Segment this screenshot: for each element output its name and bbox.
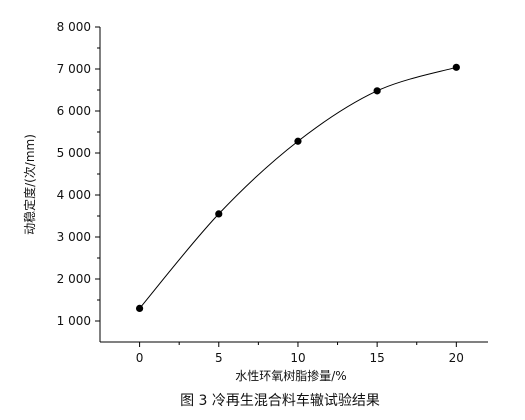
- x-axis-title: 水性环氧树脂掺量/%: [235, 368, 346, 383]
- data-point: [215, 210, 223, 218]
- y-tick-label: 2 000: [57, 272, 91, 286]
- x-tick-label: 15: [370, 351, 385, 365]
- y-tick-label: 4 000: [57, 188, 91, 202]
- axes-group: [99, 27, 488, 343]
- x-tick-label: 0: [136, 351, 144, 365]
- y-tick-label: 8 000: [57, 20, 91, 34]
- data-point: [452, 63, 460, 71]
- y-tick-label: 7 000: [57, 62, 91, 76]
- data-point: [135, 304, 144, 312]
- series-group: [135, 63, 460, 312]
- data-point: [373, 87, 381, 95]
- y-tick-label: 3 000: [57, 230, 91, 244]
- figure-caption: 图 3 冷再生混合料车辙试验结果: [180, 392, 380, 409]
- x-tick-label: 20: [449, 351, 464, 365]
- y-axis-title: 动稳定度/(次/mm): [22, 134, 37, 235]
- y-tick-label: 6 000: [57, 104, 91, 118]
- x-tick-label: 10: [290, 351, 305, 365]
- data-point: [294, 137, 302, 145]
- y-tick-label: 5 000: [57, 146, 91, 160]
- x-tick-label: 5: [215, 351, 223, 365]
- y-tick-label: 1 000: [57, 314, 91, 328]
- series-line: [139, 66, 457, 309]
- ticks-group: 1 000 2 000 3 000 4 000 5 000 6 000 7 000 8 000…: [57, 20, 464, 365]
